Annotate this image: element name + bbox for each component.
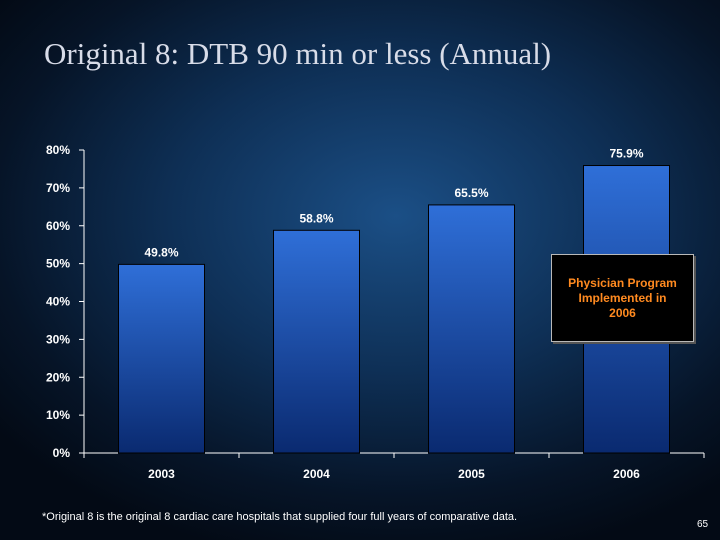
y-tick-label: 0% bbox=[53, 446, 71, 460]
y-tick-label: 40% bbox=[46, 295, 70, 309]
page-number: 65 bbox=[697, 519, 709, 530]
callout-text: Physician Program Implemented in 2006 bbox=[568, 275, 677, 320]
x-tick-label-2004: 2004 bbox=[303, 467, 330, 481]
footnote: *Original 8 is the original 8 cardiac ca… bbox=[42, 511, 518, 523]
y-tick-label: 60% bbox=[46, 219, 70, 233]
data-label-2006: 75.9% bbox=[609, 147, 643, 161]
data-label-2005: 65.5% bbox=[454, 186, 488, 200]
y-tick-label: 80% bbox=[46, 143, 70, 157]
x-tick-label-2005: 2005 bbox=[458, 467, 485, 481]
slide-title: Original 8: DTB 90 min or less (Annual) bbox=[44, 36, 552, 71]
bar-2004 bbox=[273, 229, 360, 454]
y-tick-label: 30% bbox=[46, 332, 70, 346]
x-tick-label-2006: 2006 bbox=[613, 467, 640, 481]
y-tick-label: 20% bbox=[46, 370, 70, 384]
bar-2005 bbox=[428, 204, 515, 454]
y-tick-label: 50% bbox=[46, 257, 70, 271]
y-tick-label: 70% bbox=[46, 181, 70, 195]
bar-2003 bbox=[118, 263, 205, 454]
physician-program-callout: Physician Program Implemented in 2006 bbox=[551, 254, 694, 342]
x-tick-label-2003: 2003 bbox=[148, 467, 175, 481]
data-label-2004: 58.8% bbox=[299, 211, 333, 225]
data-label-2003: 49.8% bbox=[144, 245, 178, 259]
y-tick-label: 10% bbox=[46, 408, 70, 422]
